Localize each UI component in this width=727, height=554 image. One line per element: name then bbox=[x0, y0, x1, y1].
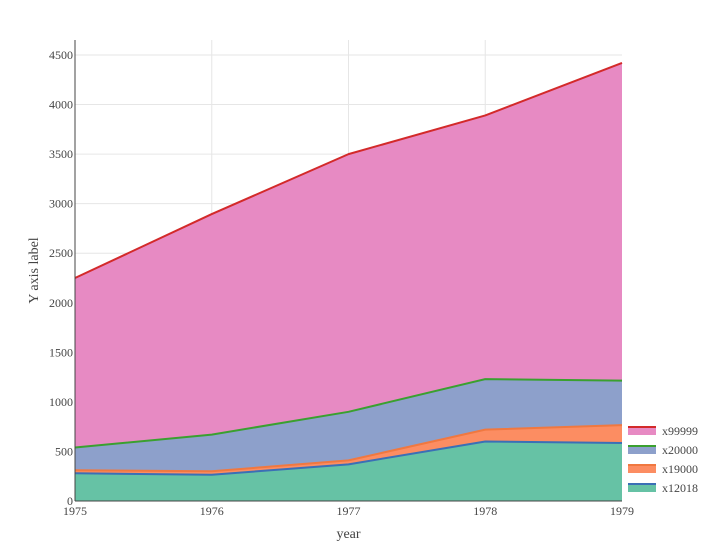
y-tick-label: 4500 bbox=[49, 48, 73, 62]
legend-label: x99999 bbox=[662, 424, 698, 438]
area-x20000 bbox=[75, 379, 622, 472]
y-axis-title: Y axis label bbox=[27, 237, 42, 303]
line-x12018 bbox=[74, 440, 623, 476]
y-tick-label: 1000 bbox=[49, 395, 73, 409]
y-tick-label: 2000 bbox=[49, 296, 73, 310]
legend-item-x20000: x20000 bbox=[628, 443, 698, 457]
axes: 1975 1976 1977 1978 1979 0 500 1000 1500 2000 2500… bbox=[49, 40, 634, 518]
line-x99999 bbox=[74, 61, 623, 279]
legend-swatch bbox=[628, 465, 656, 473]
plot-area bbox=[74, 61, 623, 501]
legend-swatch bbox=[628, 427, 656, 435]
legend-label: x20000 bbox=[662, 443, 698, 457]
y-tick-label: 3000 bbox=[49, 197, 73, 211]
y-tick-label: 0 bbox=[67, 494, 73, 508]
y-tick-label: 1500 bbox=[49, 345, 73, 359]
legend-label: x12018 bbox=[662, 481, 698, 495]
area-x19000 bbox=[75, 425, 622, 475]
y-tick-label: 2500 bbox=[49, 246, 73, 260]
line-x20000 bbox=[74, 378, 623, 449]
legend-label: x19000 bbox=[662, 462, 698, 476]
area-x99999 bbox=[75, 62, 622, 448]
legend-swatch bbox=[628, 484, 656, 492]
legend-item-x12018: x12018 bbox=[628, 481, 698, 495]
x-tick-label: 1976 bbox=[200, 504, 224, 518]
legend-item-x19000: x19000 bbox=[628, 462, 698, 476]
x-tick-label: 1978 bbox=[473, 504, 497, 518]
legend-swatch bbox=[628, 446, 656, 454]
line-x19000 bbox=[74, 424, 623, 473]
legend-item-x99999: x99999 bbox=[628, 424, 698, 438]
y-tick-label: 3500 bbox=[49, 147, 73, 161]
x-tick-label: 1975 bbox=[63, 504, 87, 518]
x-tick-label: 1977 bbox=[337, 504, 361, 518]
x-tick-label: 1979 bbox=[610, 504, 634, 518]
area-x12018 bbox=[75, 441, 622, 501]
y-tick-label: 4000 bbox=[49, 98, 73, 112]
legend: x99999 x20000 x19000 x12018 bbox=[628, 424, 698, 495]
y-tick-label: 500 bbox=[55, 444, 73, 458]
x-axis-title: year bbox=[336, 527, 360, 542]
